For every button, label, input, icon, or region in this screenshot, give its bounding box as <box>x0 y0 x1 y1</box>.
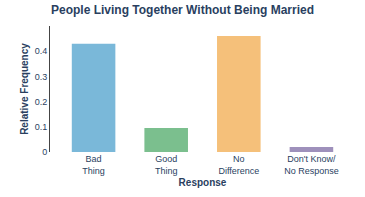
svg-text:BadThing: BadThing <box>82 154 105 176</box>
svg-text:Relative Frequency: Relative Frequency <box>19 43 30 135</box>
svg-text:Response: Response <box>179 177 227 188</box>
svg-text:0: 0 <box>42 147 47 157</box>
svg-text:GoodThing: GoodThing <box>155 154 178 176</box>
svg-text:NoDifference: NoDifference <box>218 154 259 176</box>
svg-text:Don't Know/No Response: Don't Know/No Response <box>284 154 339 176</box>
svg-text:People Living Together Without: People Living Together Without Being Mar… <box>51 3 314 17</box>
svg-text:0.4: 0.4 <box>35 46 48 56</box>
svg-text:0.3: 0.3 <box>35 72 48 82</box>
svg-text:0.1: 0.1 <box>35 122 48 132</box>
svg-text:0.2: 0.2 <box>35 97 48 107</box>
